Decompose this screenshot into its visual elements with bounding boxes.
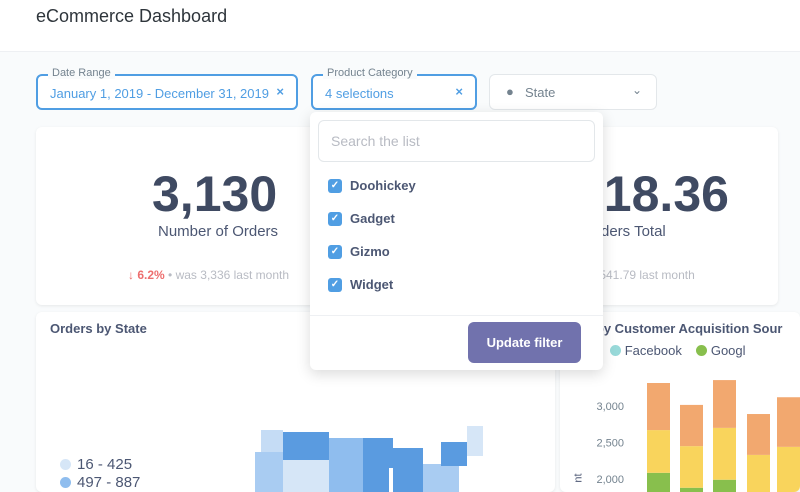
us-map[interactable] xyxy=(231,424,491,492)
state-placeholder: State xyxy=(525,85,556,100)
checkbox-checked-icon: ✓ xyxy=(328,277,342,292)
orders-label: Number of Orders xyxy=(158,223,279,240)
bar-segment xyxy=(647,430,670,473)
bar-segment xyxy=(713,427,736,480)
y-tick-label: 2,000 xyxy=(596,474,624,486)
bar-segment xyxy=(747,414,770,455)
product-category-filter[interactable]: Product Category 4 selections × xyxy=(311,67,477,110)
bar-segment xyxy=(680,487,703,492)
option-doohickey[interactable]: ✓ Doohickey xyxy=(328,178,416,193)
clear-date-icon[interactable]: × xyxy=(276,84,284,99)
bar-segment xyxy=(680,404,703,447)
bar-segment xyxy=(647,383,670,431)
arrow-down-icon: ↓ xyxy=(128,268,134,282)
bar-segment xyxy=(713,479,736,492)
state-filter[interactable]: ● State ⌄ xyxy=(489,74,657,110)
bar-segment xyxy=(713,380,736,428)
checkbox-checked-icon: ✓ xyxy=(328,244,342,259)
y-tick-label: 2,500 xyxy=(596,438,624,450)
option-gizmo[interactable]: ✓ Gizmo xyxy=(328,244,390,259)
search-list-input[interactable]: Search the list xyxy=(318,120,595,162)
total-label: rders Total xyxy=(596,223,666,240)
separator: • xyxy=(168,268,173,282)
option-gadget[interactable]: ✓ Gadget xyxy=(328,211,395,226)
date-range-label: Date Range xyxy=(48,67,115,79)
bar-segment xyxy=(777,446,800,492)
clear-category-icon[interactable]: × xyxy=(455,84,463,99)
divider xyxy=(310,315,603,316)
orders-was: was 3,336 xyxy=(175,268,231,282)
bar-segment xyxy=(777,397,800,447)
legend-google[interactable]: Googl xyxy=(710,343,746,358)
location-pin-icon: ● xyxy=(506,84,514,99)
bar-title: rs by Customer Acquisition Sour xyxy=(580,321,783,336)
date-range-filter[interactable]: Date Range January 1, 2019 - December 31… xyxy=(36,67,298,110)
orders-value: 3,130 xyxy=(152,166,278,222)
bar-segment xyxy=(647,472,670,492)
checkbox-checked-icon: ✓ xyxy=(328,211,342,226)
page-title: eCommerce Dashboard xyxy=(36,6,228,26)
total-was: ,541.79 xyxy=(596,268,637,282)
checkbox-checked-icon: ✓ xyxy=(328,178,342,193)
orders-period: last month xyxy=(233,268,289,282)
chevron-down-icon: ⌄ xyxy=(631,83,642,97)
legend-facebook[interactable]: Facebook xyxy=(624,343,682,358)
update-filter-button[interactable]: Update filter xyxy=(468,322,581,363)
legend-item: 16 - 425 xyxy=(60,456,132,473)
category-dropdown: Search the list ✓ Doohickey ✓ Gadget ✓ Gizm… xyxy=(310,112,603,370)
option-widget[interactable]: ✓ Widget xyxy=(328,277,393,292)
header: eCommerce Dashboard xyxy=(0,0,800,52)
map-title: Orders by State xyxy=(50,321,147,336)
bar-segment xyxy=(747,454,770,492)
orders-change: 6.2% xyxy=(137,268,165,282)
bar-segment xyxy=(680,446,703,488)
product-category-label: Product Category xyxy=(323,67,417,79)
y-tick-label: 3,000 xyxy=(596,401,624,413)
legend-item: 497 - 887 xyxy=(60,474,140,491)
product-category-value: 4 selections xyxy=(325,86,394,101)
total-period: last month xyxy=(639,268,695,282)
date-range-value: January 1, 2019 - December 31, 2019 xyxy=(50,86,269,101)
stacked-bar-chart: 2,000 2,500 3,000 xyxy=(596,380,800,492)
